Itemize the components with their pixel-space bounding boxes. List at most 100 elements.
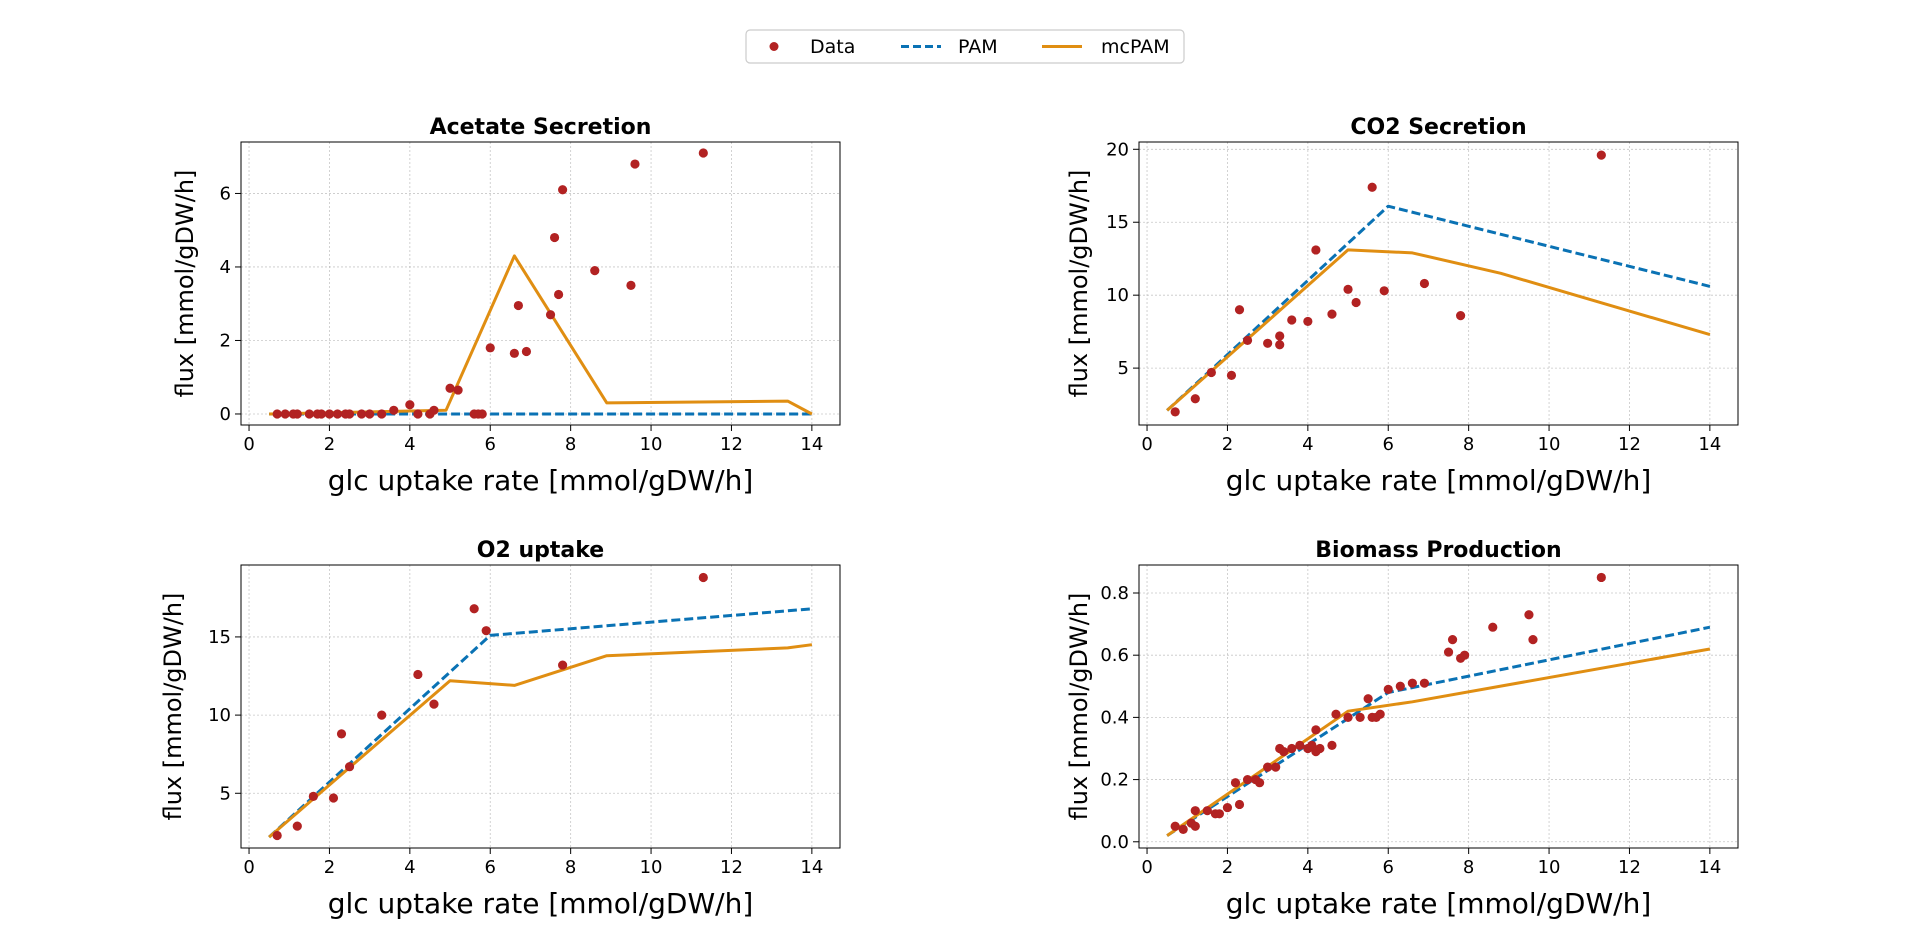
data-point <box>1242 774 1253 785</box>
data-point <box>1206 367 1216 378</box>
data-point <box>1255 778 1265 788</box>
x-tick-label: 4 <box>404 857 415 878</box>
data-point <box>1447 635 1458 645</box>
data-point <box>332 409 343 419</box>
y-tick-label: 0.2 <box>1100 770 1129 791</box>
data-point <box>304 409 314 419</box>
axes-frame <box>240 141 841 426</box>
chart-title: CO2 Secretion <box>1350 115 1526 140</box>
data-point <box>513 300 523 311</box>
data-point <box>1190 806 1200 816</box>
data-point <box>1234 799 1245 810</box>
data-point <box>1178 824 1188 834</box>
x-axis-label: glc uptake rate [mmol/gDW/h] <box>328 887 754 920</box>
y-tick-label: 0 <box>220 404 231 425</box>
data-point <box>1343 284 1353 294</box>
x-tick-label: 4 <box>1302 857 1313 878</box>
legend-data-marker <box>769 42 779 51</box>
x-tick-label: 8 <box>565 857 576 878</box>
data-point <box>1263 762 1273 772</box>
x-tick-label: 10 <box>640 434 663 455</box>
y-tick-label: 20 <box>1106 139 1129 160</box>
data-point <box>357 409 367 419</box>
data-point <box>1202 806 1212 816</box>
data-point <box>1355 712 1365 722</box>
data-point <box>1234 305 1245 315</box>
x-tick-label: 6 <box>1383 434 1394 455</box>
data-point <box>1363 694 1373 704</box>
series-line-mcpam <box>268 643 813 839</box>
x-tick-label: 0 <box>243 434 254 455</box>
data-point <box>590 266 600 276</box>
data-point <box>1351 297 1361 308</box>
data-point <box>1190 821 1200 831</box>
plot-area <box>268 572 813 841</box>
series-line-pam <box>268 607 813 839</box>
plot-area <box>269 148 813 419</box>
x-tick-label: 8 <box>1463 434 1474 455</box>
x-axis-label: glc uptake rate [mmol/gDW/h] <box>328 464 754 497</box>
x-axis-label: glc uptake rate [mmol/gDW/h] <box>1226 887 1652 920</box>
x-axis-label: glc uptake rate [mmol/gDW/h] <box>1226 464 1652 497</box>
data-point <box>1275 331 1285 341</box>
data-point <box>324 409 335 419</box>
x-tick-label: 12 <box>1618 434 1641 455</box>
y-tick-label: 5 <box>220 783 231 804</box>
data-point <box>1190 394 1200 404</box>
axes-frame <box>1138 564 1739 849</box>
data-point <box>698 572 708 583</box>
y-tick-label: 10 <box>1106 285 1129 306</box>
data-point <box>1242 335 1253 345</box>
data-point <box>549 232 560 243</box>
legend-label-data: Data <box>810 36 855 58</box>
y-tick-label: 10 <box>208 705 231 726</box>
data-point <box>545 310 556 320</box>
y-tick-label: 0.8 <box>1100 583 1129 604</box>
data-point <box>1287 315 1297 325</box>
x-tick-label: 6 <box>485 857 496 878</box>
data-point <box>389 405 399 415</box>
data-point <box>336 729 347 739</box>
chart-title: O2 uptake <box>477 538 604 563</box>
y-tick-label: 5 <box>1118 358 1129 379</box>
x-tick-label: 10 <box>640 857 663 878</box>
data-point <box>1295 740 1305 750</box>
data-point <box>1279 746 1289 757</box>
data-point <box>365 409 375 419</box>
data-point <box>1528 635 1538 645</box>
x-tick-label: 2 <box>1222 857 1233 878</box>
x-tick-label: 2 <box>1222 434 1233 455</box>
y-axis-label: flux [mmol/gDW/h] <box>171 170 199 398</box>
data-point <box>1524 610 1534 620</box>
x-tick-label: 0 <box>243 857 254 878</box>
data-point <box>1443 647 1454 657</box>
plot-area <box>1166 150 1711 417</box>
data-point <box>1596 572 1606 583</box>
y-tick-label: 0.6 <box>1100 645 1129 666</box>
data-point <box>1407 678 1417 688</box>
x-tick-label: 12 <box>720 857 743 878</box>
data-point <box>1263 338 1273 348</box>
data-point <box>509 348 519 358</box>
x-tick-label: 4 <box>404 434 415 455</box>
data-point <box>1343 712 1353 722</box>
x-tick-label: 14 <box>1698 857 1721 878</box>
x-tick-label: 10 <box>1538 434 1561 455</box>
x-tick-label: 0 <box>1141 857 1152 878</box>
data-point <box>1395 681 1405 691</box>
data-point <box>626 280 636 290</box>
data-point <box>630 159 640 169</box>
data-point <box>1367 182 1377 192</box>
x-tick-label: 2 <box>324 857 335 878</box>
data-point <box>558 185 568 195</box>
x-tick-label: 14 <box>800 434 823 455</box>
x-tick-label: 2 <box>324 434 335 455</box>
x-tick-label: 6 <box>1383 857 1394 878</box>
data-point <box>558 660 568 670</box>
data-point <box>308 791 318 802</box>
data-point <box>344 762 355 772</box>
data-point <box>1222 802 1233 813</box>
chart-panel-1: 0 2 4 6 8 10 12 14 5 10 15 20 CO2 Secretion glc uptak… <box>1065 115 1739 497</box>
y-tick-label: 15 <box>208 627 231 648</box>
